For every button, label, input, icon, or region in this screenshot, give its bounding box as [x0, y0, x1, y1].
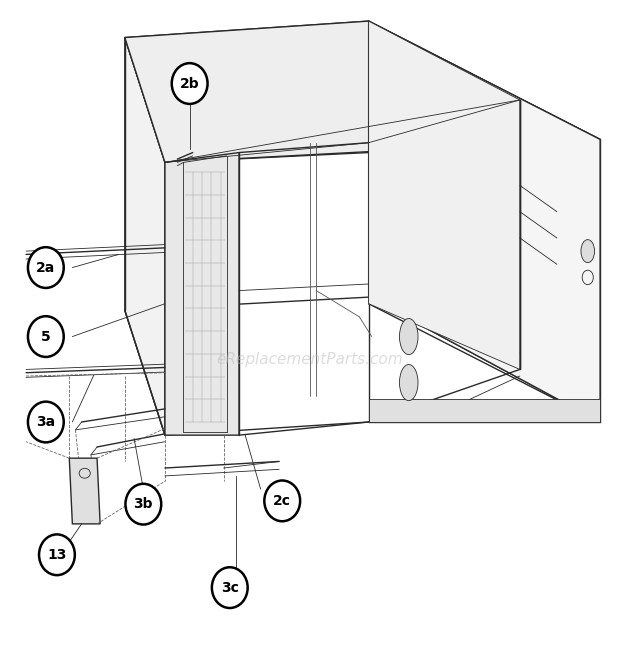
Polygon shape: [369, 21, 520, 370]
Polygon shape: [369, 21, 600, 422]
Ellipse shape: [172, 63, 208, 104]
Polygon shape: [125, 21, 600, 162]
Text: 2c: 2c: [273, 494, 291, 508]
Ellipse shape: [28, 402, 64, 442]
Ellipse shape: [212, 567, 247, 608]
Text: 13: 13: [47, 548, 66, 562]
Text: 2a: 2a: [36, 261, 55, 275]
Ellipse shape: [28, 248, 64, 288]
Text: 3c: 3c: [221, 581, 239, 595]
Polygon shape: [165, 152, 239, 435]
Ellipse shape: [39, 535, 75, 575]
Ellipse shape: [264, 480, 300, 521]
Text: 3b: 3b: [133, 497, 153, 511]
Ellipse shape: [581, 240, 595, 263]
Ellipse shape: [125, 484, 161, 525]
Polygon shape: [69, 458, 100, 524]
Ellipse shape: [399, 364, 418, 401]
Text: 2b: 2b: [180, 77, 200, 90]
Polygon shape: [369, 399, 600, 422]
Text: 3a: 3a: [36, 415, 55, 429]
Polygon shape: [125, 38, 165, 435]
Text: 5: 5: [41, 329, 51, 344]
Text: eReplacementParts.com: eReplacementParts.com: [216, 352, 404, 367]
Ellipse shape: [28, 316, 64, 357]
Ellipse shape: [399, 319, 418, 354]
